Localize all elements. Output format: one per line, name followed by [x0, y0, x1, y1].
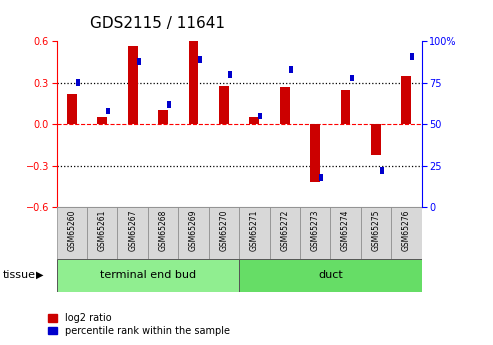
Text: terminal end bud: terminal end bud: [100, 270, 196, 280]
Bar: [117, 207, 148, 259]
Text: GSM65276: GSM65276: [402, 209, 411, 251]
Bar: [380, 167, 384, 174]
Bar: [280, 87, 289, 124]
Bar: [300, 207, 330, 259]
Bar: [228, 71, 232, 78]
Bar: [167, 101, 171, 108]
Bar: [239, 207, 270, 259]
Legend: log2 ratio, percentile rank within the sample: log2 ratio, percentile rank within the s…: [44, 309, 234, 340]
Text: GSM65268: GSM65268: [159, 209, 168, 251]
Bar: [239, 259, 422, 292]
Text: ▶: ▶: [35, 270, 43, 280]
Bar: [391, 207, 422, 259]
Bar: [330, 207, 361, 259]
Bar: [410, 53, 414, 60]
Bar: [87, 207, 117, 259]
Bar: [67, 94, 77, 124]
Bar: [341, 90, 351, 124]
Bar: [158, 110, 168, 124]
Bar: [189, 41, 198, 124]
Bar: [57, 207, 87, 259]
Bar: [148, 207, 178, 259]
Bar: [219, 86, 229, 124]
Text: GSM65275: GSM65275: [371, 209, 381, 251]
Bar: [350, 75, 353, 81]
Text: GSM65267: GSM65267: [128, 209, 137, 251]
Text: GSM65261: GSM65261: [98, 209, 107, 251]
Text: GSM65271: GSM65271: [250, 209, 259, 251]
Bar: [361, 207, 391, 259]
Bar: [98, 117, 107, 124]
Text: GSM65260: GSM65260: [68, 209, 76, 251]
Text: GSM65269: GSM65269: [189, 209, 198, 251]
Bar: [128, 46, 138, 124]
Text: GSM65272: GSM65272: [280, 209, 289, 251]
Bar: [371, 124, 381, 155]
Text: GDS2115 / 11641: GDS2115 / 11641: [90, 16, 225, 30]
Text: GSM65270: GSM65270: [219, 209, 228, 251]
Text: GSM65274: GSM65274: [341, 209, 350, 251]
Bar: [198, 56, 202, 63]
Bar: [209, 207, 239, 259]
Bar: [401, 76, 411, 124]
Bar: [258, 112, 262, 119]
Bar: [178, 207, 209, 259]
Bar: [76, 79, 80, 86]
Bar: [57, 259, 239, 292]
Bar: [106, 108, 110, 114]
Bar: [319, 174, 323, 180]
Bar: [289, 66, 293, 73]
Bar: [270, 207, 300, 259]
Text: tissue: tissue: [2, 270, 35, 280]
Bar: [310, 124, 320, 182]
Bar: [137, 58, 141, 65]
Bar: [249, 117, 259, 124]
Text: GSM65273: GSM65273: [311, 209, 319, 251]
Text: duct: duct: [318, 270, 343, 280]
